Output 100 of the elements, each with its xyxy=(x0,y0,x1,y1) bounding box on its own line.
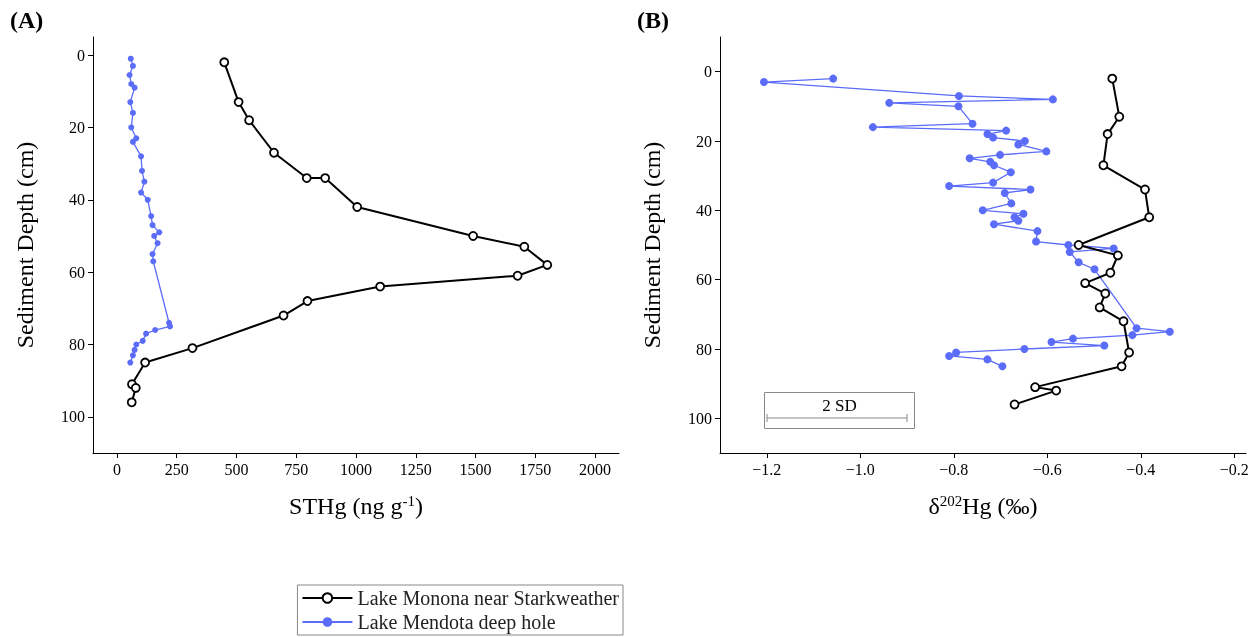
point xyxy=(1128,331,1137,340)
point xyxy=(352,202,363,212)
y-axis-title: Sediment Depth (cm) xyxy=(639,141,665,349)
point xyxy=(244,115,255,126)
point xyxy=(1098,160,1109,171)
point xyxy=(1007,199,1016,208)
point xyxy=(1065,247,1074,256)
point xyxy=(945,182,954,191)
point xyxy=(140,357,151,368)
point xyxy=(1132,324,1141,333)
point xyxy=(1019,209,1028,218)
point xyxy=(1118,316,1129,327)
x-tick-label: 500 xyxy=(224,460,249,478)
point xyxy=(1020,137,1029,145)
point xyxy=(144,196,151,203)
x-tick-label: 2000 xyxy=(579,460,612,478)
point xyxy=(965,154,974,163)
point xyxy=(129,109,136,116)
point xyxy=(1113,250,1123,261)
point xyxy=(278,310,289,321)
y-tick-label: 40 xyxy=(69,191,85,209)
y-tick-label: 20 xyxy=(69,118,85,136)
x-tick-label: 250 xyxy=(164,460,189,478)
x-tick-label: −1.2 xyxy=(752,460,782,478)
point xyxy=(148,213,155,220)
x-tick-label: −1.0 xyxy=(845,460,875,478)
y-tick-label: 100 xyxy=(61,408,85,426)
point xyxy=(126,397,137,408)
point xyxy=(139,167,146,174)
point xyxy=(1000,189,1009,197)
point xyxy=(1030,382,1041,393)
y-tick-label: 60 xyxy=(69,263,85,281)
point xyxy=(1073,240,1084,250)
point xyxy=(945,351,954,360)
x-tick-label: 750 xyxy=(284,460,309,478)
point xyxy=(989,133,998,142)
point xyxy=(166,323,173,330)
point xyxy=(1042,147,1051,156)
x-tick-label: 1750 xyxy=(519,460,552,478)
point xyxy=(128,124,135,131)
point xyxy=(302,296,313,306)
x-tick-label: 1500 xyxy=(459,460,492,478)
point xyxy=(1032,237,1041,246)
point xyxy=(151,232,158,239)
x-tick-label: −0.4 xyxy=(1126,460,1156,478)
point xyxy=(983,130,992,139)
point xyxy=(468,231,479,241)
point xyxy=(1100,341,1109,350)
x-tick-label: 1250 xyxy=(399,460,432,478)
point xyxy=(141,178,148,185)
point xyxy=(1109,244,1118,253)
point xyxy=(1014,140,1023,149)
point xyxy=(1144,212,1155,223)
point xyxy=(1140,184,1150,195)
point xyxy=(1107,73,1118,84)
point xyxy=(1020,345,1029,353)
legend-label: Lake Mendota deep hole xyxy=(357,611,556,634)
point xyxy=(990,220,998,229)
point xyxy=(978,206,987,215)
point xyxy=(156,229,163,236)
point xyxy=(128,81,135,88)
y-tick-label: 100 xyxy=(688,409,712,427)
y-tick-label: 0 xyxy=(77,46,85,64)
text: (B) xyxy=(637,7,669,33)
y-axis-title: Sediment Depth (cm) xyxy=(12,141,38,349)
y-tick-label: 0 xyxy=(704,63,712,81)
point xyxy=(1116,361,1127,372)
point xyxy=(885,98,894,107)
point xyxy=(375,281,386,292)
point xyxy=(301,173,312,183)
point xyxy=(139,337,146,344)
point xyxy=(954,102,963,111)
point xyxy=(868,123,877,132)
point xyxy=(759,78,768,87)
point xyxy=(143,330,150,337)
point xyxy=(269,147,279,158)
x-tick-label: −0.6 xyxy=(1032,460,1062,478)
point xyxy=(138,189,145,196)
point xyxy=(1124,347,1135,358)
y-tick-label: 20 xyxy=(696,132,712,150)
point xyxy=(954,91,963,100)
point xyxy=(1074,258,1083,267)
point xyxy=(1006,168,1015,177)
point xyxy=(149,222,156,229)
point xyxy=(129,138,136,145)
point xyxy=(1026,185,1035,194)
x-tick-label: −0.8 xyxy=(939,460,969,478)
x-tick-label: 1000 xyxy=(340,460,372,478)
point xyxy=(519,241,530,252)
x-tick-label: 0 xyxy=(112,460,121,478)
point xyxy=(187,343,198,353)
point xyxy=(998,362,1007,371)
point xyxy=(512,270,523,281)
point xyxy=(130,382,141,393)
point xyxy=(1009,399,1020,410)
point xyxy=(1033,227,1042,236)
text: (A) xyxy=(10,7,44,33)
point xyxy=(150,258,157,265)
point xyxy=(1090,265,1099,274)
point xyxy=(127,99,134,106)
